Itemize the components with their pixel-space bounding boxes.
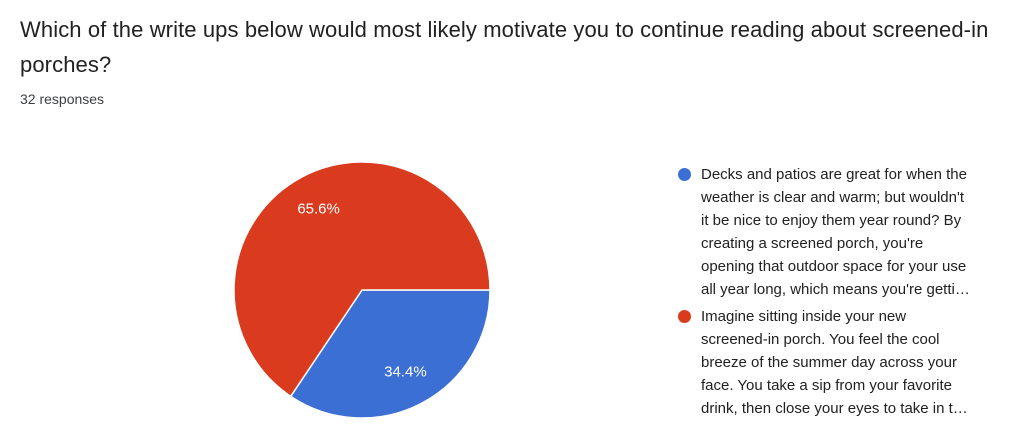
responses-count: 32 responses xyxy=(20,91,105,107)
legend-item-0: Decks and patios are great for when the … xyxy=(678,163,978,301)
pie-slice-1[interactable] xyxy=(233,161,491,398)
pie-slice-value-label: 65.6% xyxy=(297,201,340,218)
legend-item-1: Imagine sitting inside your new screened… xyxy=(678,305,978,420)
chart-legend: Decks and patios are great for when the … xyxy=(678,163,978,424)
legend-item-label: Imagine sitting inside your new screened… xyxy=(701,308,968,417)
legend-color-dot-icon xyxy=(678,168,691,181)
pie-chart: 34.4% 65.6% xyxy=(233,161,491,419)
pie-slice-0[interactable] xyxy=(289,289,491,419)
question-title: Which of the write ups below would most … xyxy=(20,17,989,77)
pie-slice-value-label: 34.4% xyxy=(384,363,427,380)
legend-item-label: Decks and patios are great for when the … xyxy=(701,166,970,298)
legend-color-dot-icon xyxy=(678,310,691,323)
